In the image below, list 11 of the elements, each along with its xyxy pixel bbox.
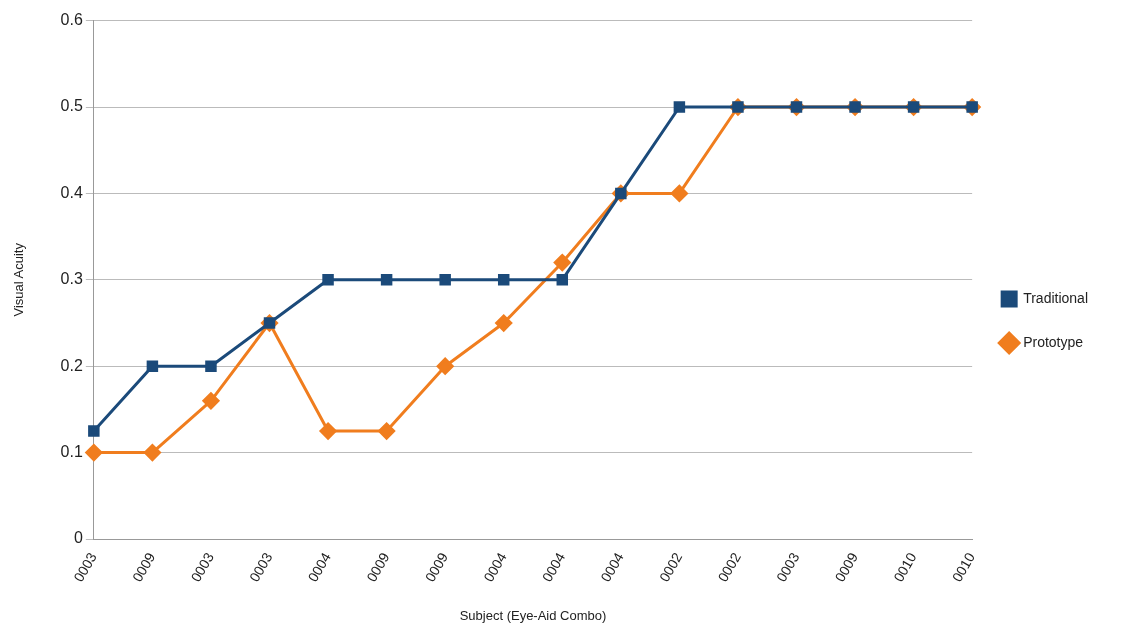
y-tick-label: 0.5 [60, 97, 83, 115]
legend-label: Traditional [1023, 289, 1089, 306]
y-tick-label: 0.1 [60, 443, 83, 461]
y-tick-label: 0.3 [60, 270, 83, 288]
y-tick-label: 0.6 [60, 11, 83, 29]
legend-label: Prototype [1023, 333, 1084, 350]
y-tick-label: 0.4 [60, 183, 83, 201]
x-axis-title: Subject (Eye-Aid Combo) [459, 607, 607, 623]
y-axis-title: Visual Acuity [11, 242, 27, 317]
y-tick-label: 0 [73, 529, 83, 547]
y-tick-label: 0.2 [60, 356, 83, 374]
